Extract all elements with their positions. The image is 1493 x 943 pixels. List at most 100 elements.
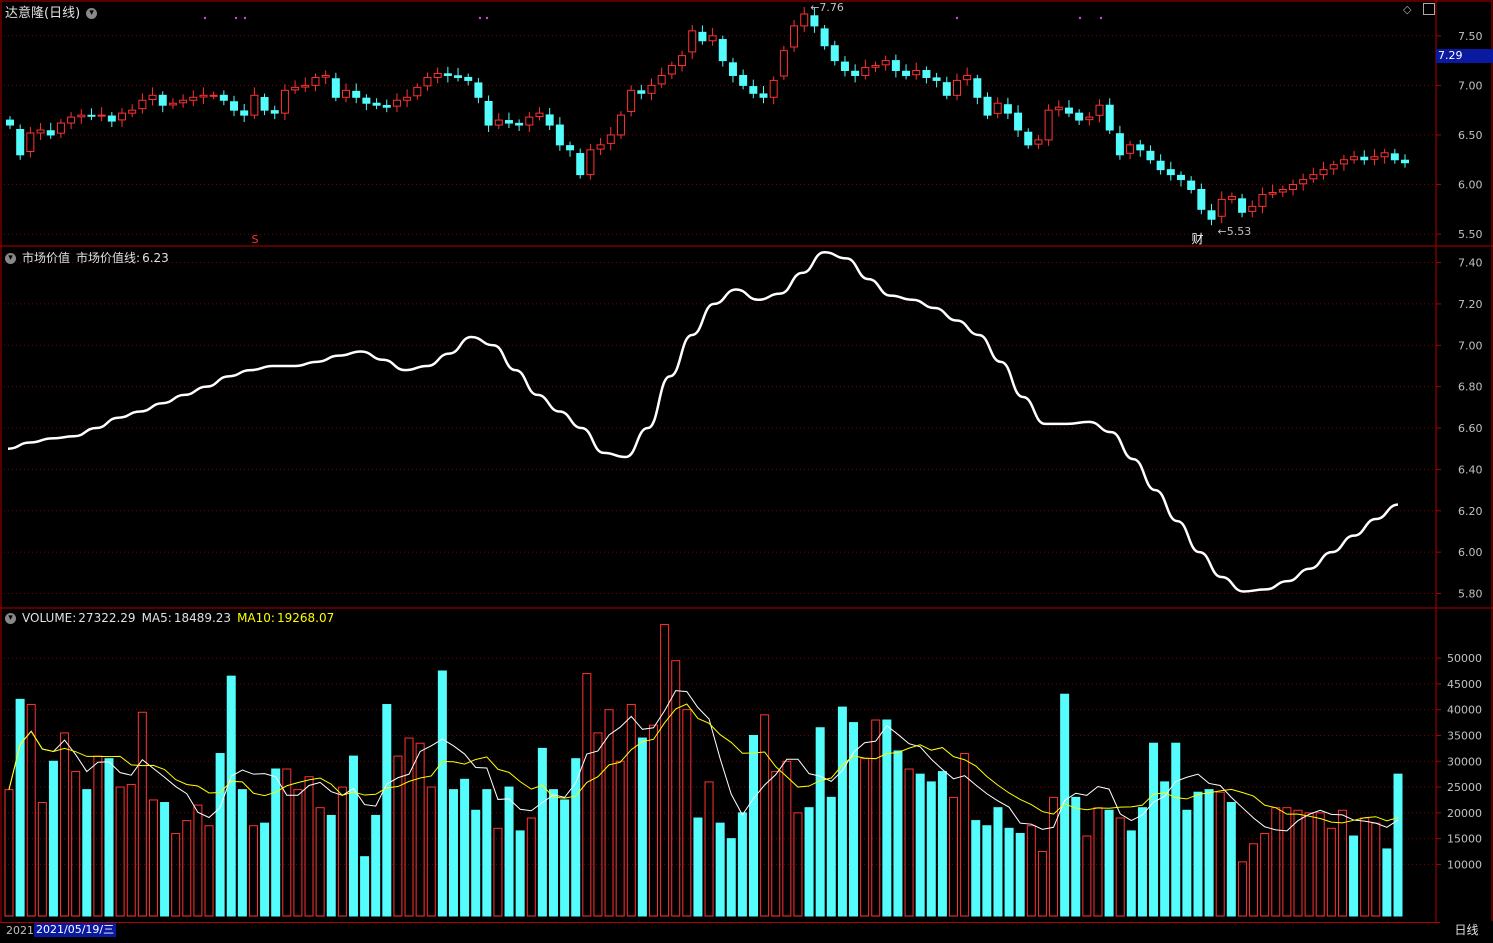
volume-bar [860, 758, 870, 917]
volume-bar [504, 786, 514, 917]
volume-bar [1315, 812, 1325, 917]
candle-body [1146, 150, 1155, 161]
candle-body [179, 99, 188, 104]
candle-body [555, 124, 564, 146]
candle-body [382, 105, 391, 108]
volume-bar [148, 799, 158, 917]
maximize-icon[interactable] [1423, 3, 1435, 15]
dropdown-icon[interactable]: ▾ [86, 8, 98, 19]
price-tick-label: 7.00 [1458, 79, 1483, 92]
indicator-tick-label: 6.40 [1458, 463, 1483, 476]
signal-dot [243, 16, 247, 20]
diamond-icon[interactable]: ◇ [1403, 3, 1412, 16]
volume-bar [415, 742, 425, 917]
volume-tick-label: 30000 [1447, 755, 1482, 768]
candle-body [1166, 169, 1175, 176]
candle-body [138, 99, 147, 110]
candle-body [1401, 159, 1409, 164]
candle-body [545, 114, 554, 126]
candle-body [128, 109, 137, 114]
volume-bar [893, 750, 903, 917]
indicator-tick-label: 6.00 [1458, 546, 1483, 559]
candle-body [606, 134, 615, 144]
candle-body [1003, 104, 1012, 114]
period-label[interactable]: 日线 [1440, 921, 1493, 939]
volume-bar [904, 768, 914, 917]
candle-body [219, 94, 228, 101]
indicator-tick-label: 6.20 [1458, 505, 1483, 518]
candle-body [840, 61, 849, 72]
volume-bar [960, 753, 970, 917]
dropdown-icon[interactable]: ▾ [5, 613, 16, 624]
price-tick-label: 6.50 [1458, 129, 1483, 142]
price-tick-label: 7.50 [1458, 30, 1483, 43]
candle-body [392, 99, 401, 107]
candle-body [586, 149, 595, 176]
volume-bar [571, 758, 581, 917]
volume-bar [826, 796, 836, 917]
candle-body [708, 35, 717, 42]
volume-bar [682, 709, 692, 917]
candle-body [67, 116, 76, 124]
volume-bar [404, 737, 414, 917]
price-panel-header: 达意隆(日线) ▾ [5, 2, 103, 21]
volume-bar [360, 856, 370, 917]
candle-body [688, 30, 697, 53]
candle-body [739, 74, 748, 86]
candle-body [728, 62, 737, 76]
volume-bar [1004, 827, 1014, 917]
indicator-title: 市场价值 [22, 251, 71, 265]
volume-bar [1137, 807, 1147, 917]
volume-bar [548, 789, 558, 917]
candle-body [759, 93, 768, 98]
indicator-tick-label: 7.20 [1458, 298, 1483, 311]
volume-bar [1182, 809, 1192, 917]
candle-body [830, 45, 839, 62]
volume-bar [1360, 817, 1370, 917]
volume-bar [949, 796, 959, 917]
volume-bar [26, 704, 36, 917]
dropdown-icon[interactable]: ▾ [5, 253, 16, 264]
candle-body [168, 102, 177, 106]
volume-bar [1126, 830, 1136, 917]
ma10-label: MA10: [237, 611, 275, 625]
candle-body [250, 94, 259, 116]
candle-body [301, 84, 310, 88]
candle-body [504, 120, 513, 124]
candle-body [800, 13, 809, 27]
volume-tick-label: 25000 [1447, 781, 1482, 794]
candle-body [535, 112, 544, 118]
volume-bar [260, 822, 270, 917]
volume-bar [760, 714, 770, 917]
candle-body [718, 39, 727, 62]
volume-bar [60, 732, 70, 917]
volume-bar [215, 753, 225, 917]
volume-bar [604, 709, 614, 917]
candle-body [118, 112, 127, 121]
candle-body [515, 122, 524, 126]
volume-bar [282, 768, 292, 917]
volume-bar [515, 830, 525, 917]
volume-bar [304, 776, 314, 917]
candle-body [657, 74, 666, 85]
volume-bar [382, 704, 392, 917]
volume-value: 27322.29 [78, 611, 136, 625]
candle-body [566, 145, 575, 151]
candle-body [1299, 179, 1308, 185]
candle-body [678, 55, 687, 67]
indicator-tick-label: 5.80 [1458, 588, 1483, 601]
candle-body [1268, 191, 1277, 195]
volume-bar [704, 781, 714, 917]
volume-bar [971, 820, 981, 917]
volume-bar [526, 817, 536, 917]
indicator-tick-label: 6.80 [1458, 381, 1483, 394]
s-marker: S [252, 233, 259, 246]
volume-bar [482, 789, 492, 917]
candle-body [1075, 112, 1084, 121]
candle-body [1288, 184, 1297, 190]
volume-bar [1160, 781, 1170, 917]
volume-bar [271, 768, 281, 917]
signal-dot [1078, 16, 1082, 20]
indicator-panel-header: ▾ 市场价值 市场价值线: 6.23 [5, 249, 175, 266]
